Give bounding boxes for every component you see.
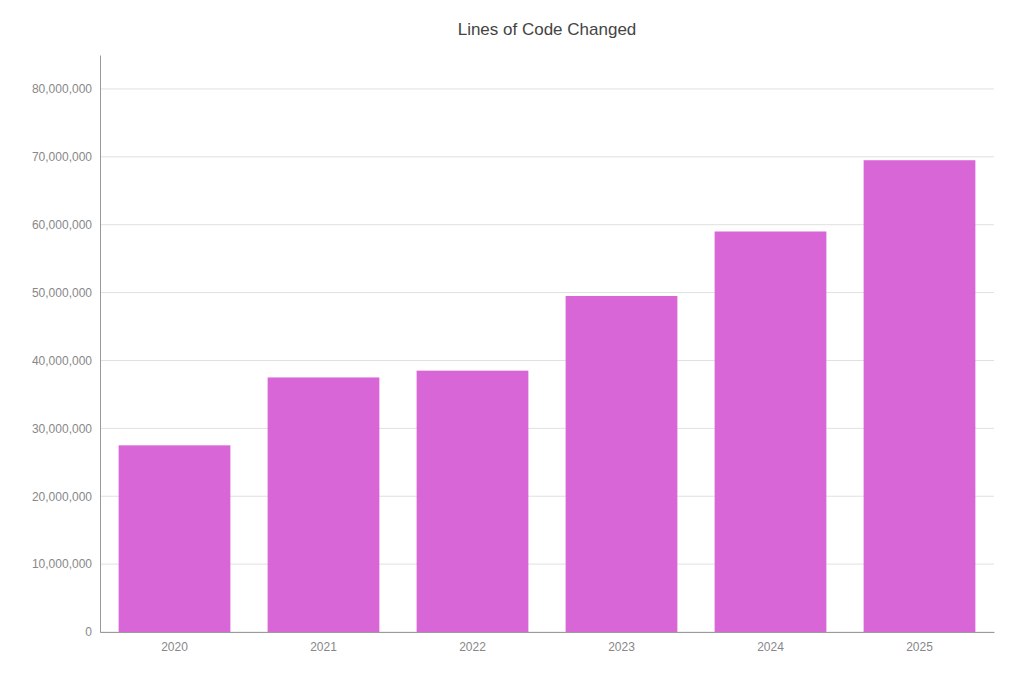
grid-line xyxy=(100,224,994,225)
y-tick: 40,000,000 xyxy=(32,354,92,368)
bars xyxy=(119,160,976,632)
y-tick: 20,000,000 xyxy=(32,490,92,504)
y-tick: 10,000,000 xyxy=(32,557,92,571)
y-tick: 30,000,000 xyxy=(32,422,92,436)
x-axis-line xyxy=(101,632,995,633)
x-tick-label: 2021 xyxy=(310,640,337,654)
grid xyxy=(100,89,994,632)
grid-line xyxy=(100,496,994,497)
chart-container: Lines of Code Changed 0 10,000,000 20,000,0… xyxy=(0,0,1024,682)
x-tick: 2025 xyxy=(906,640,933,654)
grid-line xyxy=(100,564,994,565)
y-tick: 60,000,000 xyxy=(32,218,92,232)
grid-line xyxy=(100,632,994,633)
y-tick: 0 xyxy=(85,625,92,639)
x-tick: 2024 xyxy=(757,640,784,654)
x-tick-label: 2025 xyxy=(906,640,933,654)
y-tick-label: 30,000,000 xyxy=(32,422,92,436)
grid-line xyxy=(100,156,994,157)
y-tick-label: 10,000,000 xyxy=(32,557,92,571)
bar xyxy=(417,371,529,632)
y-tick: 50,000,000 xyxy=(32,286,92,300)
chart-svg: Lines of Code Changed 0 10,000,000 20,000,0… xyxy=(0,0,1024,682)
x-tick-label: 2022 xyxy=(459,640,486,654)
bar xyxy=(268,377,380,632)
y-tick-label: 40,000,000 xyxy=(32,354,92,368)
y-tick-label: 80,000,000 xyxy=(32,82,92,96)
y-tick-label: 70,000,000 xyxy=(32,150,92,164)
bar xyxy=(119,445,231,632)
plot-area: 0 10,000,000 20,000,000 30,000,000 40,000,00… xyxy=(32,56,995,654)
y-tick-label: 60,000,000 xyxy=(32,218,92,232)
x-tick: 2020 xyxy=(161,640,188,654)
chart-title: Lines of Code Changed xyxy=(458,20,637,39)
y-tick: 80,000,000 xyxy=(32,82,92,96)
x-tick-label: 2023 xyxy=(608,640,635,654)
x-tick: 2022 xyxy=(459,640,486,654)
bar xyxy=(864,160,976,632)
grid-line xyxy=(100,360,994,361)
y-tick: 70,000,000 xyxy=(32,150,92,164)
grid-line xyxy=(100,292,994,293)
bar xyxy=(715,231,827,632)
y-tick-label: 20,000,000 xyxy=(32,490,92,504)
x-tick-label: 2020 xyxy=(161,640,188,654)
y-tick-label: 0 xyxy=(85,625,92,639)
x-tick: 2021 xyxy=(310,640,337,654)
x-axis: 2020 2021 2022 2023 2024 2025 xyxy=(101,633,995,654)
y-axis: 0 10,000,000 20,000,000 30,000,000 40,000,00… xyxy=(32,56,101,640)
x-tick-label: 2024 xyxy=(757,640,784,654)
bar xyxy=(566,296,678,632)
y-axis-line xyxy=(100,56,101,633)
grid-line xyxy=(100,88,994,89)
y-tick-label: 50,000,000 xyxy=(32,286,92,300)
grid-line xyxy=(100,428,994,429)
x-tick: 2023 xyxy=(608,640,635,654)
